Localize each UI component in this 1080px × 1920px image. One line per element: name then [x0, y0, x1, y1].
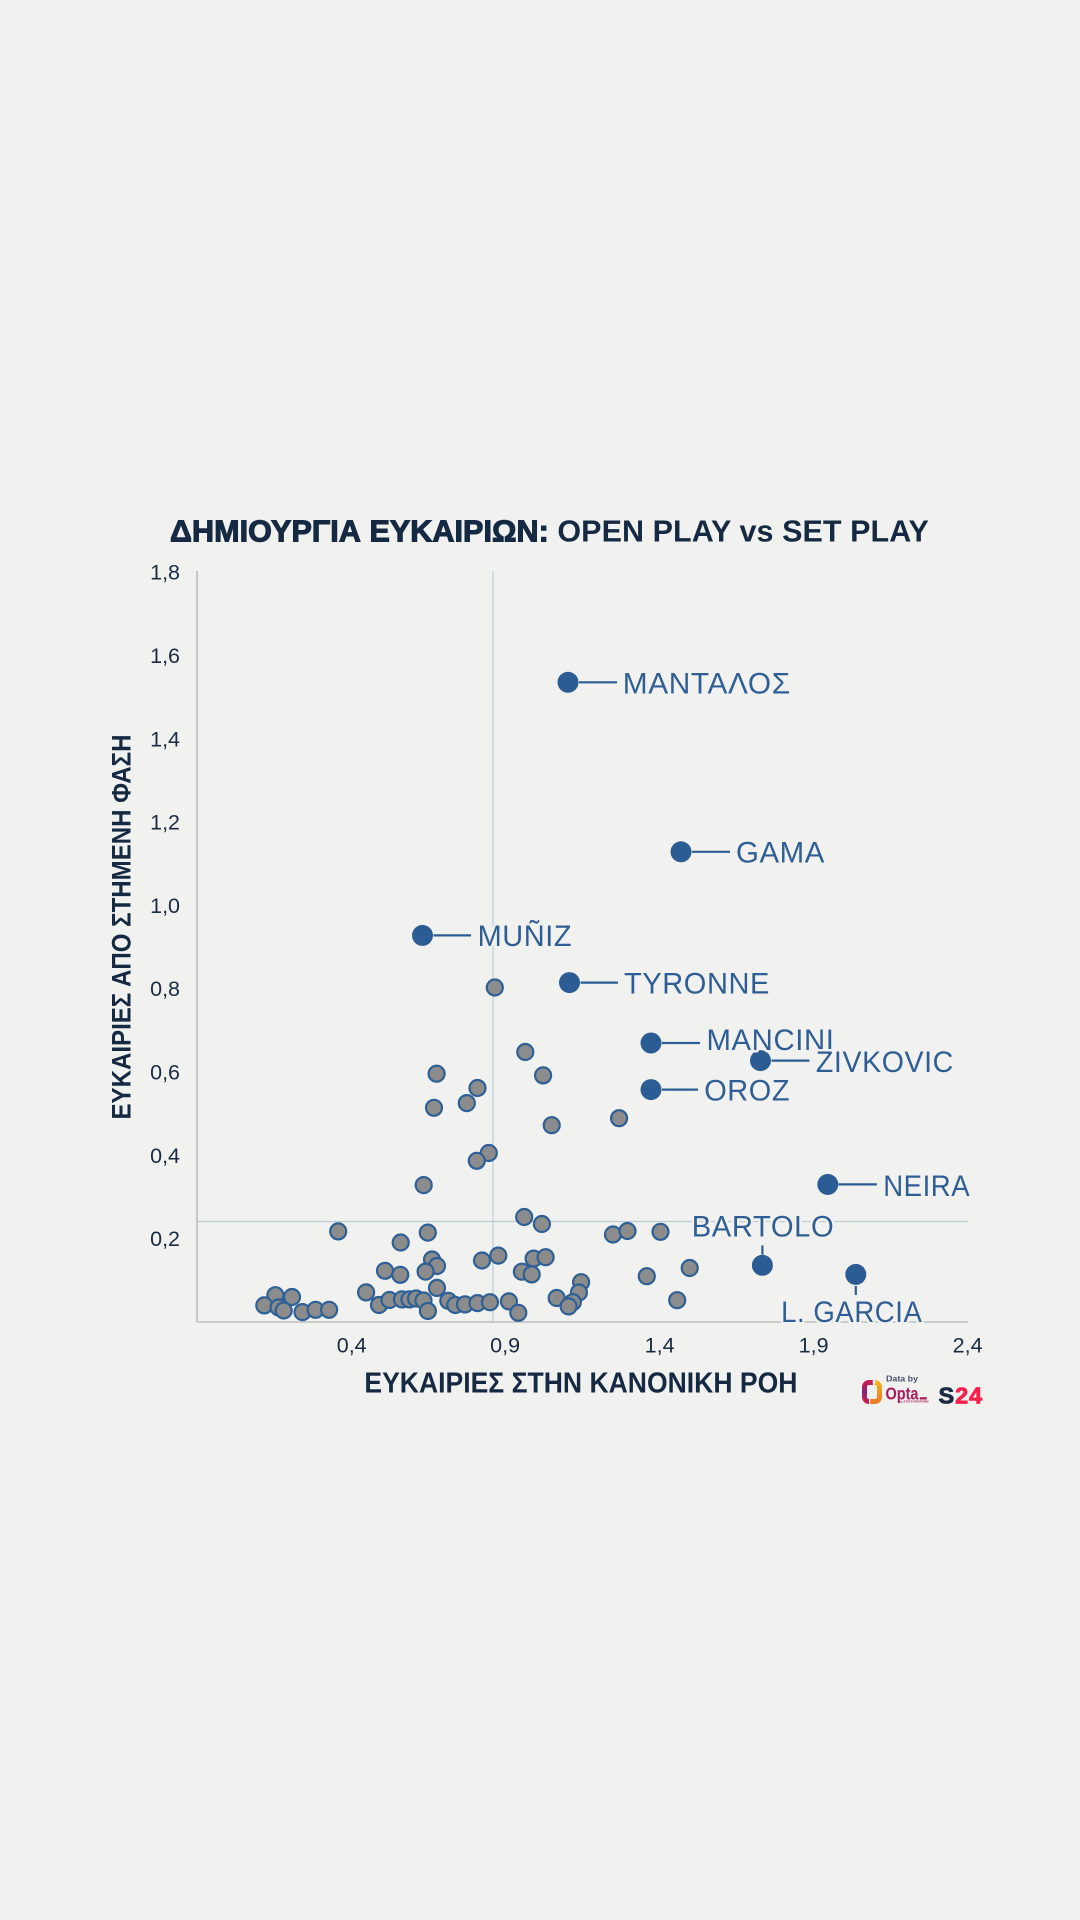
svg-text:0,4: 0,4 — [337, 1334, 367, 1358]
svg-text:0,9: 0,9 — [490, 1334, 520, 1358]
svg-text:ΕΥΚΑΙΡΙΕΣ ΑΠΟ ΣΤΗΜΕΝΗ ΦΑΣΗ: ΕΥΚΑΙΡΙΕΣ ΑΠΟ ΣΤΗΜΕΝΗ ΦΑΣΗ — [107, 735, 137, 1120]
svg-text:0,4: 0,4 — [150, 1144, 180, 1168]
svg-text:1,0: 1,0 — [150, 894, 180, 918]
svg-text:by STATS PERFORM: by STATS PERFORM — [899, 1399, 929, 1403]
svg-text:1,4: 1,4 — [150, 727, 180, 751]
svg-text:MUÑIZ: MUÑIZ — [478, 919, 572, 953]
svg-text:0,8: 0,8 — [150, 977, 180, 1001]
svg-text:1,6: 1,6 — [150, 644, 180, 668]
svg-text:GAMA: GAMA — [736, 836, 825, 869]
svg-text:OROZ: OROZ — [704, 1075, 790, 1108]
svg-text:BARTOLO: BARTOLO — [692, 1210, 835, 1243]
svg-text:1,8: 1,8 — [150, 561, 180, 585]
svg-text:Data by: Data by — [886, 1375, 918, 1384]
svg-text:MANCINI: MANCINI — [707, 1024, 835, 1057]
svg-text:1,4: 1,4 — [645, 1334, 675, 1358]
svg-text:L. GARCIA: L. GARCIA — [781, 1296, 922, 1329]
svg-text:0,2: 0,2 — [150, 1227, 180, 1251]
svg-text:ZIVKOVIC: ZIVKOVIC — [816, 1046, 954, 1079]
svg-text:NEIRA: NEIRA — [883, 1170, 970, 1203]
svg-text:Opta: Opta — [886, 1383, 919, 1403]
svg-text:2,4: 2,4 — [953, 1334, 983, 1358]
svg-text:ΔΗΜΙΟΥΡΓΙΑ ΕΥΚΑΙΡΙΩΝ: OPEN PLA: ΔΗΜΙΟΥΡΓΙΑ ΕΥΚΑΙΡΙΩΝ: OPEN PLAY vs SET P… — [170, 515, 929, 549]
svg-text:S24: S24 — [939, 1383, 984, 1409]
svg-text:1,2: 1,2 — [150, 811, 180, 835]
svg-text:ΕΥΚΑΙΡΙΕΣ ΣΤΗΝ ΚΑΝΟΝΙΚΗ ΡΟΗ: ΕΥΚΑΙΡΙΕΣ ΣΤΗΝ ΚΑΝΟΝΙΚΗ ΡΟΗ — [364, 1368, 797, 1400]
svg-text:TYRONNE: TYRONNE — [624, 967, 770, 1000]
svg-text:1,9: 1,9 — [799, 1334, 829, 1358]
svg-text:0,6: 0,6 — [150, 1061, 180, 1085]
svg-text:ΜΑΝΤΑΛΟΣ: ΜΑΝΤΑΛΟΣ — [623, 667, 791, 700]
